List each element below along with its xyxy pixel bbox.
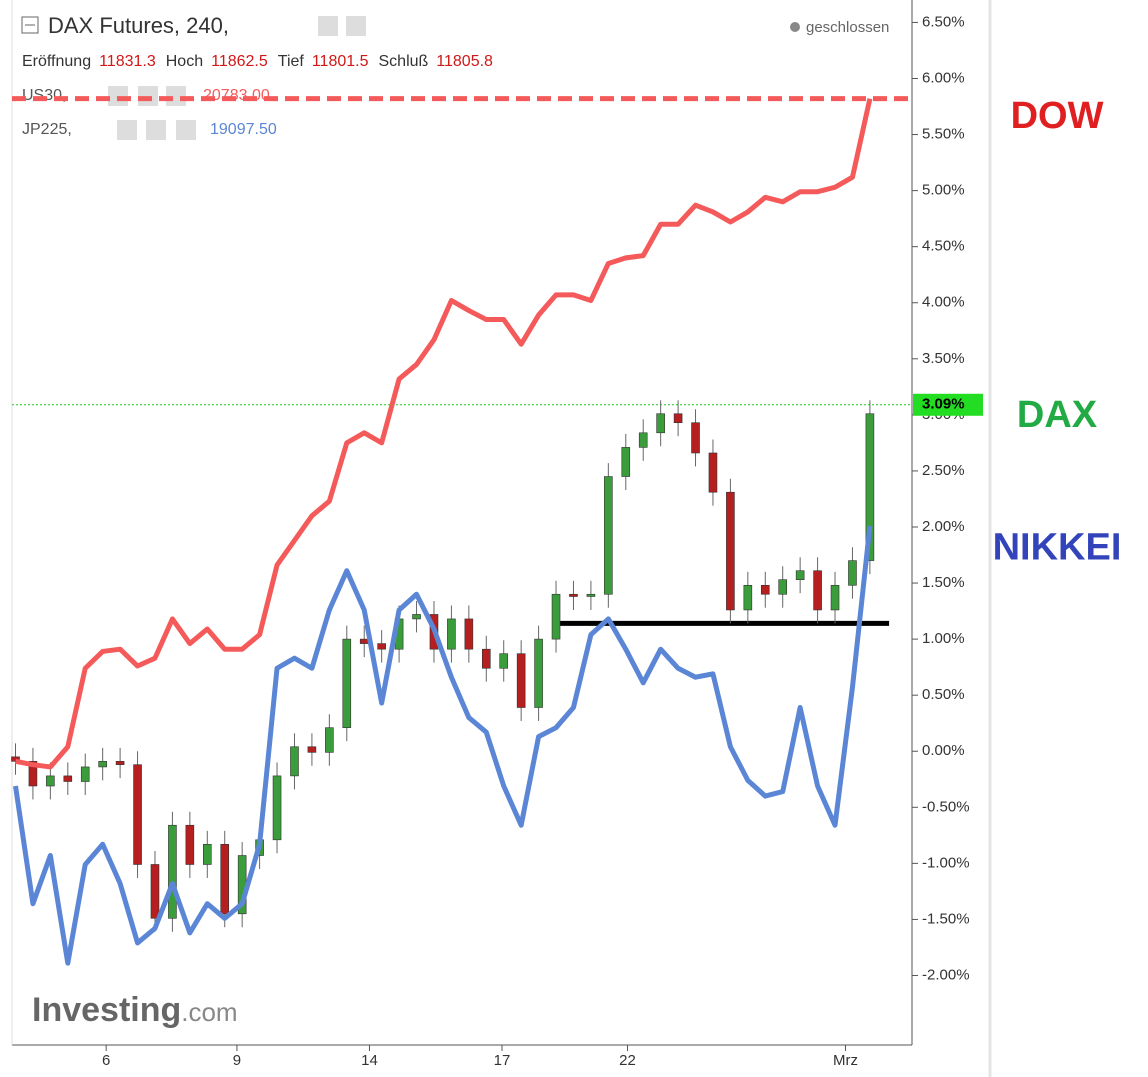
y-tick-label: 3.50%: [922, 350, 965, 367]
candle-body: [307, 746, 317, 753]
x-tick-label: 9: [233, 1052, 241, 1069]
legend-name: US30,: [22, 87, 66, 104]
candle-body: [133, 764, 142, 865]
x-tick-label: 14: [361, 1052, 378, 1069]
candle-body: [569, 593, 578, 597]
x-tick-label: 6: [102, 1052, 110, 1069]
candle-body: [359, 638, 369, 644]
y-tick-label: 0.50%: [922, 686, 965, 703]
y-tick-label: 5.00%: [922, 182, 965, 199]
y-tick-label: 0.00%: [922, 742, 965, 759]
candle-body: [185, 824, 195, 865]
status-dot: [790, 22, 800, 32]
candle-body: [481, 648, 491, 669]
y-tick-label: 2.50%: [922, 462, 965, 479]
series-line: [15, 98, 873, 770]
price-tag-label: 3.09%: [922, 396, 965, 413]
watermark-suffix: .com: [181, 997, 237, 1027]
y-tick-label: -1.50%: [922, 910, 970, 927]
annotation: NIKKEI: [993, 526, 1122, 568]
y-tick-label: 1.50%: [922, 574, 965, 591]
candle-body: [604, 476, 613, 595]
candle-body: [220, 843, 230, 915]
candle-body: [499, 653, 509, 669]
annotation: DAX: [1017, 394, 1098, 436]
candle-body: [830, 584, 840, 611]
field-label: Eröffnung: [22, 53, 91, 70]
annotation: DOW: [1011, 95, 1104, 137]
y-tick-label: 4.50%: [922, 238, 965, 255]
candle-body: [447, 618, 456, 650]
price-tag: [913, 393, 983, 416]
field-label: Schluß: [379, 53, 429, 70]
field-value: 11862.5: [211, 53, 268, 70]
candle-body: [150, 864, 160, 919]
candle-body: [272, 775, 282, 841]
y-tick-label: 6.00%: [922, 69, 965, 86]
field-value: 11805.8: [436, 53, 493, 70]
candle-body: [586, 593, 596, 597]
x-tick-label: Mrz: [833, 1052, 858, 1069]
candle-body: [795, 570, 805, 580]
candle-body: [638, 432, 648, 448]
candle-body: [290, 746, 299, 777]
candle-body: [63, 775, 73, 782]
candle-body: [865, 413, 875, 561]
status: geschlossen: [806, 19, 889, 36]
candle-body: [708, 452, 718, 493]
candle-body: [760, 584, 770, 595]
candle-body: [691, 422, 700, 454]
candle-body: [743, 584, 753, 611]
candle-body: [464, 618, 474, 650]
watermark-brand: Investing: [32, 991, 181, 1029]
y-tick-label: 5.50%: [922, 126, 965, 143]
legend-value: 19097.50: [210, 121, 277, 138]
candle-body: [673, 413, 683, 424]
candle-body: [377, 643, 386, 650]
candle-body: [412, 614, 421, 620]
y-tick-label: -1.00%: [922, 854, 970, 871]
field-label: Hoch: [166, 53, 203, 70]
legend-name: JP225,: [22, 121, 72, 138]
series-line: [13, 525, 873, 966]
x-tick-label: 17: [494, 1052, 511, 1069]
candle-body: [342, 638, 352, 728]
y-tick-label: 4.00%: [922, 294, 965, 311]
y-tick-label: -2.00%: [922, 966, 970, 983]
y-tick-label: 2.00%: [922, 518, 965, 535]
chart-title: DAX Futures, 240,: [48, 13, 229, 38]
x-tick-label: 22: [619, 1052, 636, 1069]
candle-body: [115, 761, 125, 765]
candle-body: [80, 766, 90, 782]
field-value: 11831.3: [99, 53, 156, 70]
field-label: Tief: [278, 53, 305, 70]
candle-body: [656, 413, 665, 434]
candle-body: [621, 447, 631, 477]
y-tick-label: -0.50%: [922, 798, 970, 815]
candle-body: [325, 727, 334, 753]
candle-body: [534, 638, 543, 708]
candle-body: [202, 843, 212, 865]
y-tick-label: 6.50%: [922, 13, 965, 30]
candle-body: [778, 579, 788, 595]
candle-body: [28, 761, 38, 787]
candle-body: [726, 491, 735, 611]
candle-body: [46, 775, 55, 787]
candle-body: [98, 761, 107, 768]
candle-body: [551, 593, 561, 640]
candle-body: [813, 570, 822, 611]
candle-body: [168, 824, 177, 919]
candle-body: [848, 560, 857, 586]
y-tick-label: 1.00%: [922, 630, 965, 647]
collapse-icon[interactable]: [21, 16, 39, 34]
legend-value: 20783.00: [203, 87, 270, 104]
candle-body: [516, 653, 526, 708]
field-value: 11801.5: [312, 53, 369, 70]
